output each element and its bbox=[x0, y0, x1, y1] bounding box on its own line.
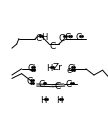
Text: C: C bbox=[76, 33, 82, 42]
Text: C: C bbox=[65, 33, 71, 42]
Text: H: H bbox=[56, 96, 62, 105]
Text: H: H bbox=[41, 33, 47, 42]
Text: C: C bbox=[50, 42, 56, 51]
Text: Cl: Cl bbox=[28, 64, 36, 73]
Text: C: C bbox=[54, 82, 60, 91]
Text: H: H bbox=[46, 64, 53, 73]
Text: C: C bbox=[39, 80, 45, 89]
Text: C: C bbox=[35, 34, 41, 43]
Text: C: C bbox=[27, 77, 33, 86]
Text: Zr: Zr bbox=[52, 63, 62, 72]
Text: H: H bbox=[40, 96, 46, 105]
Text: C: C bbox=[59, 34, 65, 43]
Text: C: C bbox=[66, 80, 72, 89]
Text: e: e bbox=[67, 66, 72, 75]
Text: Cl: Cl bbox=[67, 64, 75, 73]
